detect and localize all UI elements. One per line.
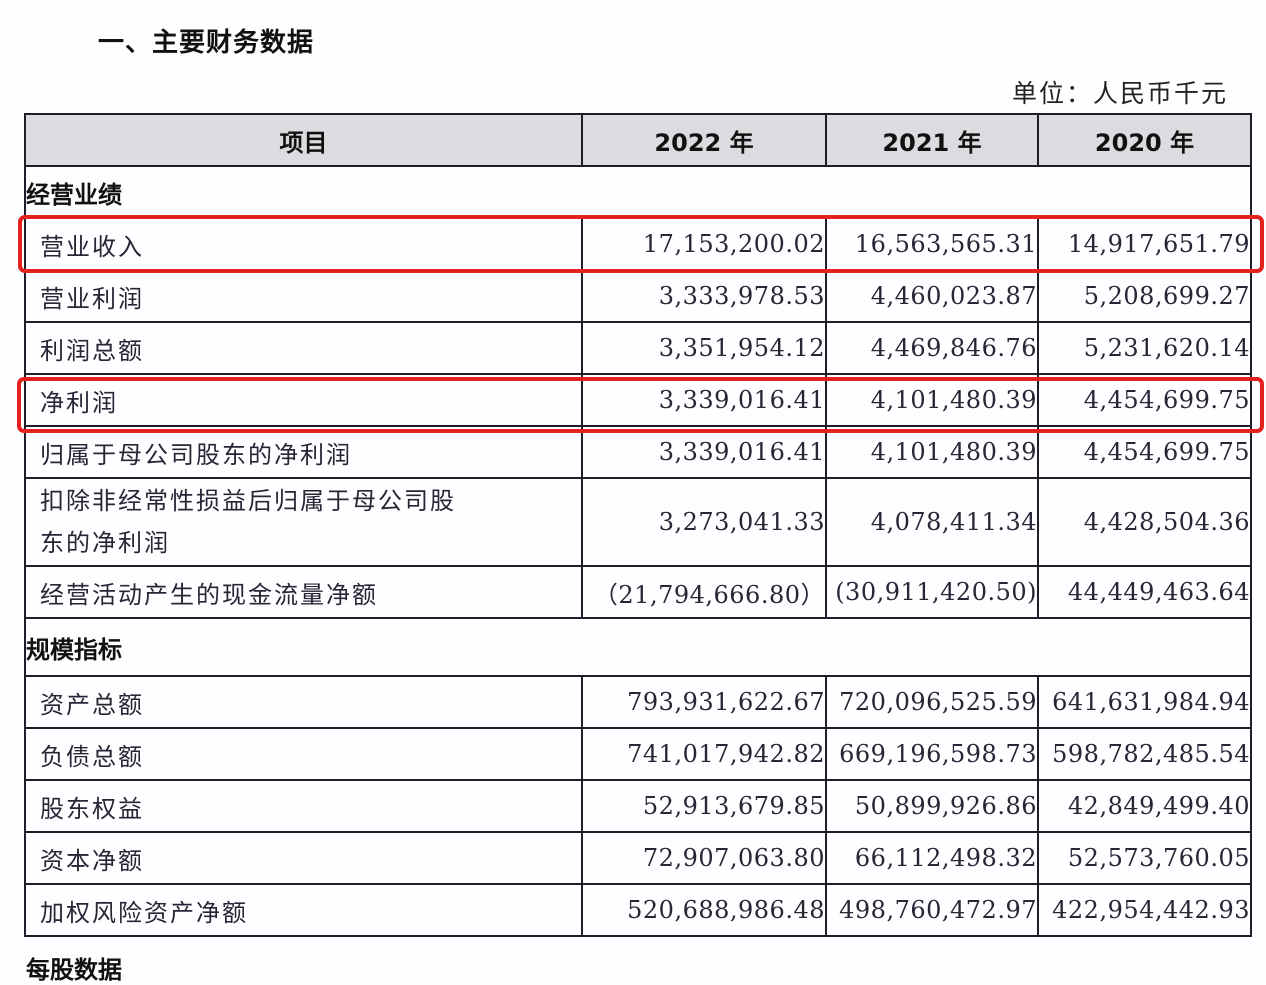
row-label: 营业利润 bbox=[24, 269, 583, 323]
value-2022: 741,017,942.82 bbox=[581, 727, 827, 781]
page-title: 一、主要财务数据 bbox=[98, 28, 315, 58]
value-2021: (30,911,420.50) bbox=[825, 565, 1039, 619]
row-label: 股东权益 bbox=[24, 779, 583, 833]
value-2021: 720,096,525.59 bbox=[825, 675, 1039, 729]
table-row: 营业利润 3,333,978.53 4,460,023.87 5,208,699… bbox=[24, 269, 1252, 323]
value-2020: 5,231,620.14 bbox=[1037, 321, 1252, 375]
table-row: 营业收入 17,153,200.02 16,563,565.31 14,917,… bbox=[24, 217, 1252, 271]
value-2020: 4,454,699.75 bbox=[1037, 425, 1252, 479]
row-label: 扣除非经常性损益后归属于母公司股东的净利润 bbox=[24, 477, 583, 567]
value-2020: 422,954,442.93 bbox=[1037, 883, 1252, 937]
value-2021: 66,112,498.32 bbox=[825, 831, 1039, 885]
value-2021: 4,101,480.39 bbox=[825, 373, 1039, 427]
header-2022: 2022 年 bbox=[581, 113, 827, 167]
table-row: 股东权益 52,913,679.85 50,899,926.86 42,849,… bbox=[24, 779, 1252, 833]
table-row: 归属于母公司股东的净利润 3,339,016.41 4,101,480.39 4… bbox=[24, 425, 1252, 479]
value-2020: 4,428,504.36 bbox=[1037, 477, 1252, 567]
section-row-operating-performance: 经营业绩 bbox=[24, 165, 1252, 219]
header-2020: 2020 年 bbox=[1037, 113, 1252, 167]
table-row: 资产总额 793,931,622.67 720,096,525.59 641,6… bbox=[24, 675, 1252, 729]
value-2022: 3,273,041.33 bbox=[581, 477, 827, 567]
next-section-title-partial: 每股数据 bbox=[26, 956, 122, 984]
section-title: 经营业绩 bbox=[24, 165, 1252, 219]
value-2021: 4,078,411.34 bbox=[825, 477, 1039, 567]
value-2020: 52,573,760.05 bbox=[1037, 831, 1252, 885]
value-2020: 42,849,499.40 bbox=[1037, 779, 1252, 833]
table-row: 利润总额 3,351,954.12 4,469,846.76 5,231,620… bbox=[24, 321, 1252, 375]
row-label: 负债总额 bbox=[24, 727, 583, 781]
value-2020: 44,449,463.64 bbox=[1037, 565, 1252, 619]
row-label: 营业收入 bbox=[24, 217, 583, 271]
value-2020: 641,631,984.94 bbox=[1037, 675, 1252, 729]
value-2021: 4,101,480.39 bbox=[825, 425, 1039, 479]
value-2022: （21,794,666.80） bbox=[581, 565, 827, 619]
table-row: 经营活动产生的现金流量净额 （21,794,666.80） (30,911,42… bbox=[24, 565, 1252, 619]
value-2022: 72,907,063.80 bbox=[581, 831, 827, 885]
financial-data-table: 项目 2022 年 2021 年 2020 年 经营业绩 营业收入 17,153… bbox=[24, 113, 1252, 937]
table-header-row: 项目 2022 年 2021 年 2020 年 bbox=[24, 113, 1252, 167]
header-item: 项目 bbox=[24, 113, 583, 167]
table-row: 扣除非经常性损益后归属于母公司股东的净利润 3,273,041.33 4,078… bbox=[24, 477, 1252, 567]
value-2021: 4,460,023.87 bbox=[825, 269, 1039, 323]
value-2022: 793,931,622.67 bbox=[581, 675, 827, 729]
table-row: 净利润 3,339,016.41 4,101,480.39 4,454,699.… bbox=[24, 373, 1252, 427]
table-row: 负债总额 741,017,942.82 669,196,598.73 598,7… bbox=[24, 727, 1252, 781]
row-label: 资本净额 bbox=[24, 831, 583, 885]
value-2022: 3,351,954.12 bbox=[581, 321, 827, 375]
value-2022: 3,339,016.41 bbox=[581, 425, 827, 479]
value-2020: 14,917,651.79 bbox=[1037, 217, 1252, 271]
value-2022: 3,333,978.53 bbox=[581, 269, 827, 323]
row-label: 归属于母公司股东的净利润 bbox=[24, 425, 583, 479]
section-title: 规模指标 bbox=[24, 617, 1252, 677]
value-2020: 4,454,699.75 bbox=[1037, 373, 1252, 427]
row-label: 资产总额 bbox=[24, 675, 583, 729]
value-2021: 669,196,598.73 bbox=[825, 727, 1039, 781]
table-row: 资本净额 72,907,063.80 66,112,498.32 52,573,… bbox=[24, 831, 1252, 885]
value-2020: 5,208,699.27 bbox=[1037, 269, 1252, 323]
row-label: 利润总额 bbox=[24, 321, 583, 375]
row-label: 净利润 bbox=[24, 373, 583, 427]
row-label: 经营活动产生的现金流量净额 bbox=[24, 565, 583, 619]
value-2021: 16,563,565.31 bbox=[825, 217, 1039, 271]
table-row: 加权风险资产净额 520,688,986.48 498,760,472.97 4… bbox=[24, 883, 1252, 937]
unit-label: 单位：人民币千元 bbox=[1011, 79, 1228, 108]
value-2021: 50,899,926.86 bbox=[825, 779, 1039, 833]
header-2021: 2021 年 bbox=[825, 113, 1039, 167]
value-2022: 3,339,016.41 bbox=[581, 373, 827, 427]
value-2022: 52,913,679.85 bbox=[581, 779, 827, 833]
value-2022: 520,688,986.48 bbox=[581, 883, 827, 937]
value-2021: 4,469,846.76 bbox=[825, 321, 1039, 375]
value-2021: 498,760,472.97 bbox=[825, 883, 1039, 937]
value-2022: 17,153,200.02 bbox=[581, 217, 827, 271]
value-2020: 598,782,485.54 bbox=[1037, 727, 1252, 781]
row-label: 加权风险资产净额 bbox=[24, 883, 583, 937]
section-row-scale-indicators: 规模指标 bbox=[24, 617, 1252, 677]
